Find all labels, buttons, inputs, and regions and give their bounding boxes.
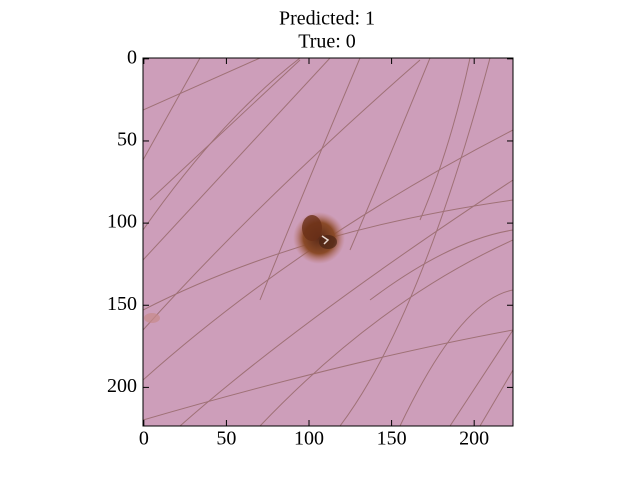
axes-frame [142,57,514,427]
y-tick-label: 50 [117,129,137,151]
y-tick-label: 100 [107,211,137,233]
chart-title: Predicted: 1 [279,8,375,30]
x-tick-label: 200 [459,428,489,450]
x-tick-label: 50 [216,428,236,450]
x-tick-label: 0 [139,428,149,450]
x-tick-label: 150 [377,428,407,450]
y-tick-label: 200 [107,375,137,397]
y-tick-label: 0 [127,46,137,68]
chart-title: True: 0 [298,31,356,53]
y-tick-label: 150 [107,293,137,315]
image [143,58,513,426]
x-tick-label: 100 [294,428,324,450]
